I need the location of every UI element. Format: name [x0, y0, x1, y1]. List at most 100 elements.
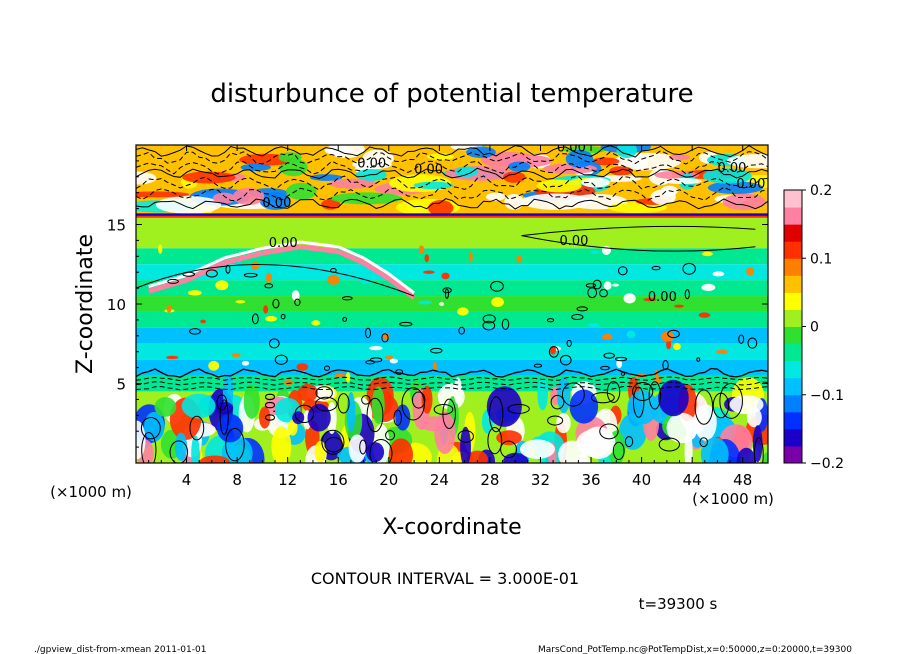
heatmap-blob — [265, 272, 273, 283]
colorbar-swatch — [784, 343, 802, 362]
y-axis: 5 10 15 — [107, 160, 768, 448]
x-tick-label: 16 — [329, 471, 348, 489]
heatmap-blob — [668, 154, 690, 161]
heatmap-blob — [701, 251, 713, 257]
heatmap-blob — [666, 412, 698, 444]
contour-line — [136, 186, 768, 202]
contour-loop — [393, 409, 402, 426]
heatmap-blob — [271, 426, 292, 463]
contour-loop — [315, 386, 333, 400]
colorbar-swatch — [784, 258, 802, 276]
contour-label: 0.00 — [262, 196, 291, 211]
heatmap-blob — [601, 245, 611, 256]
x-tick-label: 40 — [632, 471, 651, 489]
contour-loop — [651, 265, 661, 271]
contour-loop — [189, 415, 205, 441]
heatmap-blob — [158, 244, 163, 254]
contour-label: 0.00 — [717, 161, 746, 176]
heatmap-blob — [496, 430, 522, 446]
heatmap-blob — [345, 371, 351, 383]
colorbar-swatch — [784, 428, 802, 447]
contour-loop — [430, 347, 443, 354]
contour-loop — [167, 278, 179, 284]
x-tick-label: 12 — [278, 471, 297, 489]
contour-line — [136, 376, 768, 382]
footer-left: ./gpview_dist-from-xmean 2011-01-01 — [34, 645, 206, 654]
heatmap-blob — [454, 265, 460, 277]
heatmap-blob — [166, 304, 172, 313]
heatmap-blob — [212, 192, 236, 204]
contour-label: 0.00 — [414, 163, 443, 178]
contour-line — [136, 167, 768, 180]
heatmap-blob — [389, 358, 399, 364]
contour-loop — [600, 365, 610, 371]
contour-label: 0.00 — [557, 140, 586, 155]
contour-loop — [599, 423, 619, 440]
heatmap-blob — [516, 254, 523, 263]
contour-loop — [294, 298, 301, 306]
heatmap-plume — [387, 272, 415, 295]
heatmap-blob — [557, 376, 571, 414]
heatmap-blob — [650, 189, 676, 205]
contour-loop — [624, 436, 634, 448]
heatmap-blob — [413, 181, 453, 190]
contour-loop — [488, 396, 504, 433]
x-axis-label: X-coordinate — [382, 515, 521, 540]
contour-loop — [140, 416, 161, 440]
contour-loop — [546, 318, 555, 323]
contour-loop — [547, 415, 564, 426]
contour-line — [136, 381, 768, 386]
colorbar-tick-label: 0 — [810, 320, 819, 336]
contour-loop — [599, 289, 608, 298]
contour-loop — [274, 354, 288, 365]
heatmap-blob — [240, 163, 272, 171]
heatmap-plume — [223, 250, 264, 266]
heatmap-blob — [491, 297, 504, 308]
contour-loop — [205, 269, 218, 278]
contour-loop — [341, 296, 353, 301]
contour-loop — [280, 313, 286, 320]
contour-loop — [658, 437, 680, 452]
contour-loop — [189, 328, 201, 335]
heatmap-blob — [385, 355, 394, 360]
colorbar-swatch — [784, 224, 802, 242]
contour-line — [136, 175, 768, 191]
heatmap-blob — [674, 304, 684, 308]
colorbar-tick-label: 0.2 — [810, 183, 832, 199]
y-axis-label: Z-coordinate — [73, 234, 98, 374]
heatmap-blob — [698, 312, 711, 318]
contour-loop — [369, 357, 383, 363]
contour-label: 0.00 — [648, 290, 677, 305]
contour-loop — [561, 382, 585, 407]
contour-loop — [401, 387, 425, 421]
heatmap-blob — [722, 193, 766, 211]
x-axis: 4 8 12 16 20 24 28 32 36 40 44 48 — [148, 145, 756, 489]
colorbar-swatch — [784, 377, 802, 396]
heatmap-blob — [162, 342, 171, 351]
heatmap-blob — [263, 305, 269, 314]
contour-loop — [620, 371, 626, 376]
heatmap-blob — [612, 283, 619, 287]
contour-loop — [507, 403, 530, 414]
heatmap-blob — [457, 307, 469, 316]
heatmap-blob — [418, 245, 425, 254]
contour-loop — [617, 266, 628, 276]
x-tick-label: 36 — [581, 471, 600, 489]
contour-loop — [251, 313, 259, 325]
contour-loop — [337, 393, 350, 414]
contour-loop — [738, 334, 745, 344]
y-tick-label: 5 — [116, 376, 126, 394]
colorbar-swatch — [784, 445, 802, 464]
heatmap-blob — [664, 178, 702, 185]
colorbar-swatch — [784, 207, 802, 225]
heatmap-plume — [261, 244, 301, 256]
heatmap-blob — [556, 413, 571, 434]
contour-loop — [487, 426, 503, 455]
colorbar-ticks: 0.2 0.1 0 −0.1 −0.2 — [802, 183, 844, 472]
contour-loop — [294, 404, 315, 424]
colorbar-swatch — [784, 394, 802, 413]
heatmap-layer — [136, 359, 768, 376]
contour-loop — [719, 382, 743, 419]
heatmap-blob — [726, 153, 768, 169]
contour-loop — [559, 354, 572, 366]
